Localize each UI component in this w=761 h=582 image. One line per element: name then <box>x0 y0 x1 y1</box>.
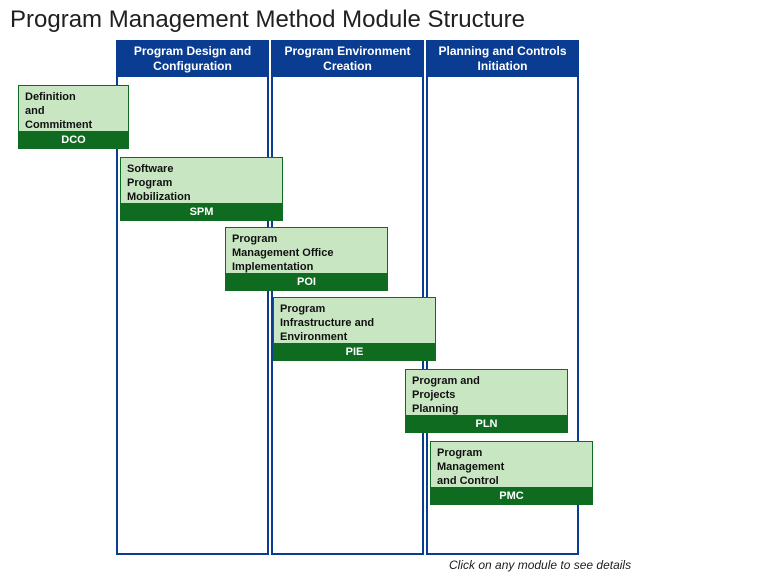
column-header-line1: Program Environment <box>284 44 410 58</box>
module-line1: Program <box>280 303 325 315</box>
diagram-stage: Program Management Method Module Structu… <box>0 0 761 582</box>
module-code: PMC <box>430 488 593 505</box>
column-header-line2: Initiation <box>478 59 528 73</box>
module-pie[interactable]: Program Infrastructure and Environment P… <box>273 297 436 361</box>
module-line1: Program <box>437 447 482 459</box>
module-dco[interactable]: Definition and Commitment DCO <box>18 85 129 149</box>
module-pln[interactable]: Program and Projects Planning PLN <box>405 369 568 433</box>
module-spm[interactable]: Software Program Mobilization SPM <box>120 157 283 221</box>
module-line3: Environment <box>280 331 347 343</box>
module-code: PLN <box>405 416 568 433</box>
column-header-design: Program Design and Configuration <box>116 40 269 77</box>
page-title: Program Management Method Module Structu… <box>10 6 525 34</box>
module-poi[interactable]: Program Management Office Implementation… <box>225 227 388 291</box>
module-line3: Implementation <box>232 261 313 273</box>
column-header-planning: Planning and Controls Initiation <box>426 40 579 77</box>
module-desc: Program and Projects Planning <box>405 369 568 416</box>
module-line2: Management Office <box>232 247 333 259</box>
module-desc: Program Management and Control <box>430 441 593 488</box>
module-line1: Definition <box>25 91 76 103</box>
module-code: SPM <box>120 204 283 221</box>
module-line2: Program <box>127 177 172 189</box>
module-line2: Infrastructure and <box>280 317 374 329</box>
column-header-line2: Configuration <box>153 59 232 73</box>
footer-note: Click on any module to see details <box>449 558 631 572</box>
module-line2: and <box>25 105 45 117</box>
module-desc: Program Infrastructure and Environment <box>273 297 436 344</box>
module-desc: Definition and Commitment <box>18 85 129 132</box>
module-desc: Program Management Office Implementation <box>225 227 388 274</box>
module-code: POI <box>225 274 388 291</box>
module-line3: Mobilization <box>127 191 191 203</box>
column-body-design <box>116 77 269 555</box>
module-line3: and Control <box>437 475 499 487</box>
module-code: PIE <box>273 344 436 361</box>
module-pmc[interactable]: Program Management and Control PMC <box>430 441 593 505</box>
module-line2: Management <box>437 461 504 473</box>
column-header-environment: Program Environment Creation <box>271 40 424 77</box>
module-code: DCO <box>18 132 129 149</box>
module-line1: Program <box>232 233 277 245</box>
column-header-line1: Planning and Controls <box>439 44 567 58</box>
module-line2: Projects <box>412 389 455 401</box>
column-header-line1: Program Design and <box>134 44 251 58</box>
module-desc: Software Program Mobilization <box>120 157 283 204</box>
module-line3: Planning <box>412 403 458 415</box>
module-line3: Commitment <box>25 119 92 131</box>
column-header-line2: Creation <box>323 59 372 73</box>
module-line1: Program and <box>412 375 480 387</box>
module-line1: Software <box>127 163 173 175</box>
